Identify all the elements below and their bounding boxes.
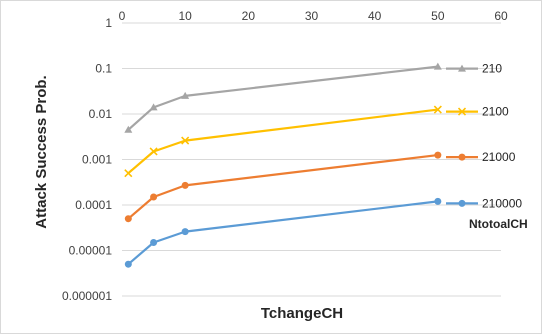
data-point-21000 [150,193,158,201]
data-point-210 [433,62,442,70]
y-tick-label: 0.0001 [75,198,112,212]
data-point-2100 [124,169,133,178]
data-point-210000 [150,238,158,246]
marker-stroke [433,105,442,114]
x-axis-title: TchangeCH [261,305,343,322]
gridlines [122,22,501,297]
x-tick-label: 30 [305,9,319,23]
series-line-210 [127,65,438,131]
marker-stroke [124,169,133,178]
x-tick-label: 20 [242,9,256,23]
data-point-2100 [433,105,442,114]
x-tick-label: 10 [178,9,192,23]
data-point-210 [181,91,190,99]
legend-title: NtotoalCH [469,217,528,231]
y-tick-label: 1 [105,16,112,30]
y-tick-label: 0.1 [95,62,112,76]
legend-marker-210 [458,64,466,72]
marker-stroke [457,107,467,116]
data-point-210 [124,125,133,133]
data-point-21000 [181,181,189,189]
x-tick-label: 60 [494,9,508,23]
data-point-210000 [124,260,132,268]
legend-label-2100: 2100 [482,105,509,119]
x-axis-ticks: 0 10 20 30 40 50 60 [119,9,508,23]
data-point-21000 [434,151,442,159]
y-tick-label: 0.000001 [62,289,112,303]
series-line-2100 [127,108,438,175]
y-tick-label: 0.001 [82,153,112,167]
series-group [124,62,442,268]
data-point-2100 [181,136,190,145]
legend-marker-210000 [458,199,466,207]
legend-marker-2100 [457,107,467,116]
x-tick-label: 0 [119,9,126,23]
legend-label-21000: 21000 [482,150,516,164]
legend-label-210000: 210000 [482,196,522,210]
y-axis-title: Attack Success Prob. [33,75,50,228]
y-tick-label: 0.01 [89,107,113,121]
data-point-210000 [434,197,442,205]
series-line-210000 [127,200,438,266]
x-tick-label: 40 [368,9,382,23]
y-axis-ticks: 1 0.1 0.01 0.001 0.0001 0.00001 0.000001 [62,16,112,303]
data-point-21000 [124,215,132,223]
legend: 210 2100 21000 210000 [446,62,522,210]
series-line-21000 [127,153,438,220]
marker-stroke [181,136,190,145]
data-point-2100 [149,147,158,156]
legend-label-210: 210 [482,62,502,76]
legend-marker-21000 [458,153,466,161]
data-point-210000 [181,228,189,236]
y-tick-label: 0.00001 [69,244,113,258]
marker-stroke [149,147,158,156]
data-point-210 [149,103,158,111]
x-tick-label: 50 [431,9,445,23]
